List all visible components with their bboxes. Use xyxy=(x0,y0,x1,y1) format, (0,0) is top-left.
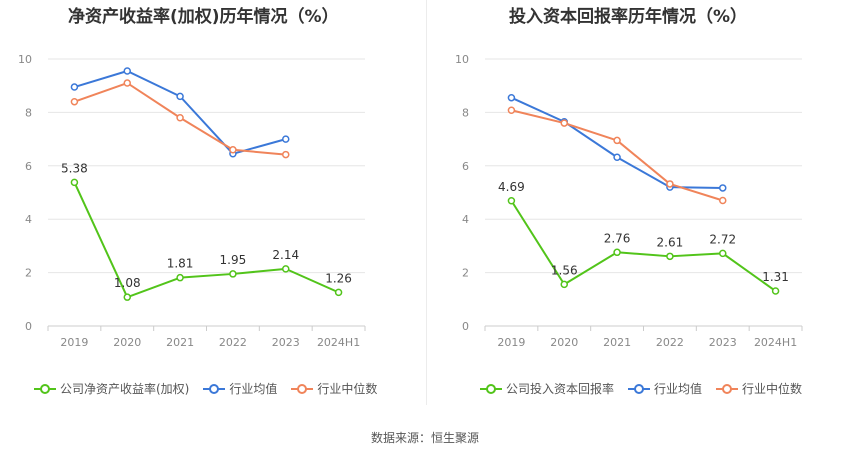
x-tick-label: 2024H1 xyxy=(754,336,797,349)
legend-line-marker-icon xyxy=(34,383,56,394)
y-tick-label: 6 xyxy=(462,160,469,173)
legend-item-industry-mean[interactable]: 行业均值 xyxy=(203,380,277,397)
data-point xyxy=(229,146,237,154)
y-tick-label: 10 xyxy=(18,53,32,66)
data-label: 5.38 xyxy=(61,161,88,175)
data-point xyxy=(613,153,621,162)
legend-line-marker-icon xyxy=(480,383,502,394)
legend-label: 行业均值 xyxy=(229,382,278,396)
x-tick-label: 2023 xyxy=(709,336,737,349)
legend-label: 行业中位数 xyxy=(742,382,803,396)
series-line xyxy=(73,181,339,299)
data-point xyxy=(70,178,79,187)
chart-title-roic: 投入资本回报率历年情况（%） xyxy=(509,7,748,27)
data-point xyxy=(666,180,674,188)
legend-line-marker-icon xyxy=(291,383,314,394)
y-tick-label: 8 xyxy=(462,106,469,119)
legend-line-marker-icon xyxy=(628,383,651,394)
y-tick-label: 10 xyxy=(455,53,469,66)
data-point xyxy=(176,113,184,122)
data-label: 1.81 xyxy=(167,257,194,271)
legend-line-marker-icon xyxy=(716,383,739,394)
data-label: 2.14 xyxy=(272,248,299,262)
data-point xyxy=(719,184,727,192)
data-label: 1.31 xyxy=(762,270,789,284)
legend-item-company-roic[interactable]: 公司投入资本回报率 xyxy=(480,380,614,397)
data-label: 1.56 xyxy=(551,263,578,277)
data-point xyxy=(123,67,131,75)
y-tick-label: 4 xyxy=(462,213,469,226)
x-tick-label: 2022 xyxy=(656,336,684,349)
legend-label: 公司净资产收益率(加权) xyxy=(60,382,190,396)
x-tick-label: 2024H1 xyxy=(317,336,360,349)
data-point xyxy=(282,135,290,143)
data-point xyxy=(507,197,516,205)
data-point xyxy=(507,106,516,115)
legend-item-company-roe[interactable]: 公司净资产收益率(加权) xyxy=(34,380,189,397)
data-point xyxy=(334,288,343,297)
data-point xyxy=(507,93,516,102)
data-point xyxy=(282,265,290,273)
data-point xyxy=(176,92,184,101)
data-point xyxy=(229,270,237,278)
data-label: 1.26 xyxy=(325,271,352,285)
legend-item-industry-median[interactable]: 行业中位数 xyxy=(716,380,802,397)
x-tick-label: 2023 xyxy=(272,336,300,349)
data-point xyxy=(719,196,727,205)
data-point xyxy=(771,287,780,295)
x-tick-label: 2022 xyxy=(219,336,247,349)
data-point xyxy=(70,83,79,91)
y-tick-label: 0 xyxy=(462,320,469,333)
y-tick-label: 2 xyxy=(25,267,32,280)
x-tick-label: 2019 xyxy=(497,336,525,349)
x-tick-label: 2021 xyxy=(603,336,631,349)
y-tick-label: 6 xyxy=(25,160,32,173)
y-tick-label: 2 xyxy=(462,267,469,280)
legend-line-marker-icon xyxy=(203,383,226,394)
y-tick-label: 8 xyxy=(25,106,32,119)
legend-label: 行业中位数 xyxy=(317,382,378,396)
data-point xyxy=(613,136,621,145)
data-point xyxy=(176,273,184,282)
data-point xyxy=(123,79,131,87)
legend-label: 公司投入资本回报率 xyxy=(506,382,615,396)
data-label: 2.72 xyxy=(709,232,736,246)
roic-legend[interactable]: 公司投入资本回报率 行业均值 行业中位数 xyxy=(480,380,816,397)
data-point xyxy=(70,97,79,106)
data-point xyxy=(719,249,727,258)
data-label: 1.08 xyxy=(114,276,141,290)
data-point xyxy=(560,119,568,127)
data-source-note: 数据来源：恒生聚源 xyxy=(370,431,479,445)
data-point xyxy=(613,248,621,257)
data-point xyxy=(123,293,131,301)
data-point xyxy=(560,280,568,289)
data-label: 1.95 xyxy=(220,253,247,267)
x-tick-label: 2021 xyxy=(166,336,194,349)
legend-item-industry-mean[interactable]: 行业均值 xyxy=(628,380,702,397)
chart-divider xyxy=(426,0,427,405)
data-point xyxy=(666,252,674,261)
data-label: 4.69 xyxy=(498,180,525,194)
chart-title-roe: 净资产收益率(加权)历年情况（%） xyxy=(68,7,339,27)
data-point xyxy=(282,150,290,159)
legend-label: 行业均值 xyxy=(654,382,703,396)
x-tick-label: 2020 xyxy=(550,336,578,349)
data-label: 2.76 xyxy=(604,231,631,245)
legend-item-industry-median[interactable]: 行业中位数 xyxy=(291,380,377,397)
x-tick-label: 2019 xyxy=(60,336,88,349)
x-tick-label: 2020 xyxy=(113,336,141,349)
y-tick-label: 4 xyxy=(25,213,32,226)
roe-legend[interactable]: 公司净资产收益率(加权) 行业均值 行业中位数 xyxy=(34,380,391,397)
y-tick-label: 0 xyxy=(25,320,32,333)
data-label: 2.61 xyxy=(657,235,684,249)
series-line xyxy=(510,200,777,292)
